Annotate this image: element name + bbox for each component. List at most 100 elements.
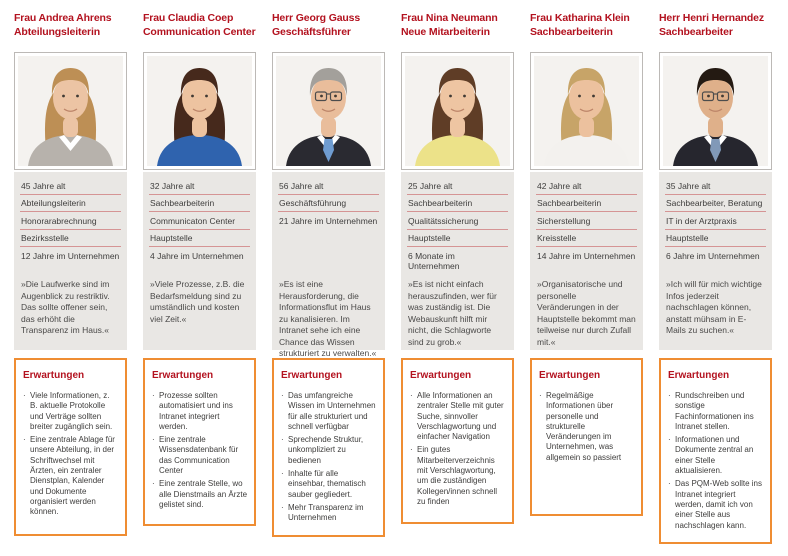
expectation-item: · Mehr Transparenz im Unternehmen [281,503,377,524]
persona-quote: »Es ist eine Herausforderung, die Inform… [279,279,377,358]
avatar-illustration [18,56,123,166]
avatar-smile [321,108,336,112]
persona-photo [14,52,127,170]
persona-photo [272,52,385,170]
fact-row: 42 Jahre alt [536,177,637,195]
bullet-icon: · [410,391,413,400]
expectation-text: Regelmäßige Informationen über personell… [546,391,622,462]
avatar-top-hair [180,68,219,96]
avatar-eye-right [721,94,724,98]
avatar-neck [708,117,723,137]
persona-card-ahrens: Frau Andrea Ahrens Abteilungsleiterin [14,12,127,544]
expectations-heading: Erwartungen [668,370,730,381]
persona-role: Neue Mitarbeiterin [401,25,490,38]
persona-name: Herr Georg Gauss [272,12,361,24]
avatar-neck [450,117,465,137]
expectation-text: Sprechende Struktur, unkompliziert zu be… [288,435,364,465]
fact-row: Hauptstelle [149,230,250,247]
persona-photo [143,52,256,170]
avatar-smile [192,108,207,112]
avatar-smile [450,108,465,112]
bullet-icon: · [23,435,26,445]
fact-row: 12 Jahre im Unternehmen [21,250,120,261]
avatar-torso [415,135,500,166]
fact-row: 6 Jahre im Unternehmen [666,250,760,261]
fact-row: Sicherstellung [536,212,637,230]
bullet-icon: · [410,445,413,455]
expectations-box: Erwartungen · Prozesse sollten automatisi… [143,358,256,526]
persona-name: Frau Nina Neumann [401,12,498,24]
persona-quote: »Organisatorische und personelle Verände… [537,279,636,347]
expectation-item: · Eine zentrale Stelle, wo alle Dienstmai… [152,479,248,510]
fact-row: Hauptstelle [407,230,508,247]
persona-card-hernandez: Herr Henri Hernandez Sachbearbeiter [659,12,772,544]
card-header: Herr Henri Hernandez Sachbearbeiter [659,12,772,52]
expectation-text: Informationen und Dokumente zentral an e… [675,435,754,476]
expectation-item: · Sprechende Struktur, unkompliziert zu b… [281,435,377,466]
persona-card-neumann: Frau Nina Neumann Neue Mitarbeiterin [401,12,514,544]
card-header: Frau Andrea Ahrens Abteilungsleiterin [14,12,127,52]
bullet-icon: · [668,479,671,489]
bullet-icon: · [281,469,284,479]
avatar-neck [192,117,207,137]
avatar-eye-left [191,94,194,98]
fact-row: 6 Monate im Unternehmen [408,250,460,271]
avatar-tie [710,139,721,162]
avatar-torso [544,135,629,166]
avatar-illustration [405,56,510,166]
expectation-text: Alle Informationen an zentraler Stelle m… [417,391,504,442]
fact-row: 32 Jahre alt [149,177,250,195]
avatar-top-hair [438,68,477,96]
facts-panel: 56 Jahre alt Geschäftsführung 21 Jahre im … [272,172,385,358]
expectations-heading: Erwartungen [23,370,85,381]
facts-list: 45 Jahre alt Abteilungsleiterin Honorarabr… [20,177,121,278]
avatar-glasses [701,91,730,102]
expectation-text: Prozesse sollten automatisiert und ins I… [159,391,233,431]
card-header: Frau Claudia Coep Communication Center [143,12,256,52]
fact-row: Sachbearbeiter, Beratung [665,195,766,212]
expectation-text: Viele Informationen, z. B. aktuelle Prot… [30,391,113,431]
expectation-text: Rundschreiben und sonstige Fachinformati… [675,391,754,431]
fact-row: Bezirksstelle [20,230,121,247]
persona-role: Geschäftsführer [272,25,351,38]
expectation-text: Eine zentrale Ablage für unsere Abteilun… [30,435,115,517]
avatar-head [569,76,604,120]
bullet-icon: · [23,391,26,400]
fact-row: Kreisstelle [536,230,637,247]
facts-panel: 35 Jahre alt Sachbearbeiter, Beratung IT i… [659,172,772,350]
bullet-icon: · [281,502,284,512]
expectations-list: · Alle Informationen an zentraler Stelle … [410,391,506,507]
avatar-eye-left [62,94,65,98]
expectation-text: Das PQM-Web sollte ins Intranet integrie… [675,479,762,530]
bullet-icon: · [281,391,284,400]
expectations-heading: Erwartungen [152,370,214,381]
fact-row: Geschäftsführung [278,195,379,212]
avatar-illustration [276,56,381,166]
expectation-item: · Rundschreiben und sonstige Fachinformat… [668,391,764,432]
expectation-item: · Viele Informationen, z. B. aktuelle Pro… [23,391,119,432]
persona-role: Sachbearbeiter [659,25,733,38]
persona-role: Abteilungsleiterin [14,25,100,38]
fact-row: Hauptstelle [665,230,766,247]
expectations-list: · Rundschreiben und sonstige Fachinformat… [668,391,764,531]
avatar-smile [579,108,594,112]
avatar-top-hair [51,68,90,96]
facts-panel: 42 Jahre alt Sachbearbeiterin Sicherstellu… [530,172,643,350]
facts-list: 42 Jahre alt Sachbearbeiterin Sicherstellu… [536,177,637,278]
fact-row: IT in der Arztpraxis [665,212,766,230]
facts-list: 35 Jahre alt Sachbearbeiter, Beratung IT i… [665,177,766,278]
avatar-head [182,76,217,120]
expectations-box: Erwartungen · Das umfangreiche Wissen im … [272,358,385,537]
fact-row: Abteilungsleiterin [20,195,121,212]
fact-row: Communicaton Center [149,212,250,230]
expectations-heading: Erwartungen [281,370,343,381]
expectations-box: Erwartungen · Rundschreiben und sonstige … [659,358,772,544]
avatar-eye-left [449,94,452,98]
facts-panel: 25 Jahre alt Sachbearbeiterin Qualitätssic… [401,172,514,350]
avatar-eye-right [205,94,208,98]
fact-row: 14 Jahre im Unternehmen [537,250,636,261]
expectation-item: · Alle Informationen an zentraler Stelle … [410,391,506,442]
expectation-item: · Ein gutes Mitarbeiterverzeichnis mit Ve… [410,445,506,507]
bullet-icon: · [281,435,284,445]
fact-row: 35 Jahre alt [665,177,766,195]
